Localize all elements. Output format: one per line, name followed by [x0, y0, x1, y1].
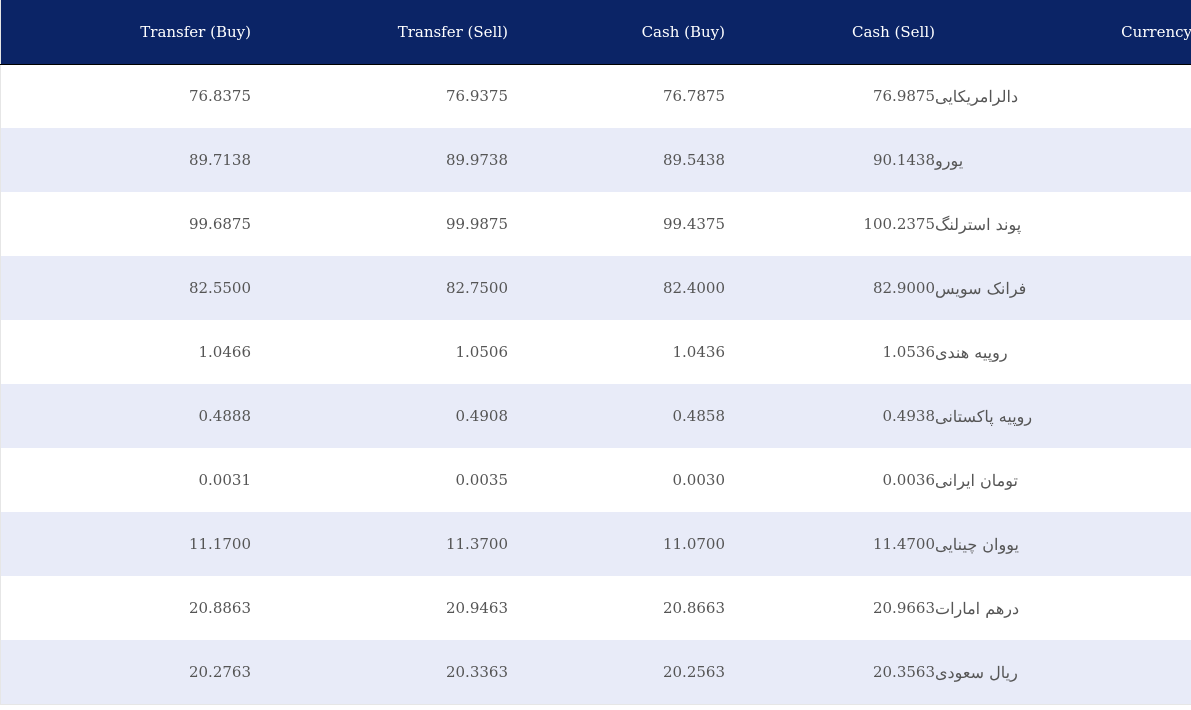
cash-buy-cell: 76.7875: [662, 87, 725, 106]
transfer-buy-cell: 20.2763: [188, 663, 251, 681]
cash-buy-cell: 11.0700: [662, 535, 725, 553]
cash-sell-cell: 82.9000: [872, 279, 935, 297]
cash-buy-cell: 20.2563: [662, 663, 725, 681]
currency-name-cell: دالرامریکایی: [935, 86, 1019, 106]
transfer-buy-cell: 0.4888: [198, 407, 252, 425]
transfer-sell-cell: 20.9463: [445, 599, 508, 617]
transfer-buy-cell: 76.8375: [188, 87, 251, 106]
transfer-sell-cell: 11.3700: [445, 535, 508, 553]
transfer-buy-cell: 1.0466: [198, 343, 252, 361]
cash-buy-cell: 0.4858: [672, 407, 726, 425]
table-header: Transfer (Buy) Transfer (Sell) Cash (Buy…: [0, 0, 1191, 65]
transfer-sell-cell: 20.3363: [445, 663, 508, 681]
table-row: 20.8863 20.9463 20.8663 20.9663 درهم اما…: [0, 576, 1191, 640]
currency-name-cell: روپیه هندی: [935, 342, 1008, 362]
table-row: 0.0031 0.0035 0.0030 0.0036 تومان ایرانی: [0, 448, 1191, 512]
cash-buy-cell: 99.4375: [662, 215, 725, 233]
currency-name-cell: ریال سعودی: [935, 662, 1018, 682]
cash-buy-cell: 0.0030: [672, 471, 726, 489]
transfer-sell-cell: 1.0506: [455, 343, 509, 361]
cash-buy-cell: 20.8663: [662, 599, 725, 617]
transfer-buy-cell: 89.7138: [188, 151, 251, 169]
cash-buy-cell: 1.0436: [672, 343, 726, 361]
transfer-sell-cell: 82.7500: [445, 279, 508, 297]
table-row: 0.4888 0.4908 0.4858 0.4938 روپیه پاکستا…: [0, 384, 1191, 448]
table-row: 99.6875 99.9875 99.4375 100.2375 پوند اس…: [0, 192, 1191, 256]
currency-name-cell: تومان ایرانی: [935, 470, 1018, 490]
cash-sell-cell: 1.0536: [882, 343, 936, 361]
column-header-transfer-sell: Transfer (Sell): [251, 0, 508, 65]
transfer-buy-cell: 82.5500: [188, 279, 251, 297]
cash-buy-cell: 89.5438: [662, 151, 725, 169]
transfer-buy-cell: 20.8863: [188, 599, 251, 617]
transfer-buy-cell: 0.0031: [198, 471, 252, 489]
column-header-currency: Currency: [935, 0, 1191, 65]
currency-name-cell: یووان چینایی: [935, 534, 1019, 554]
cash-buy-cell: 82.4000: [662, 279, 725, 297]
table-row: 89.7138 89.9738 89.5438 90.1438 یورو: [0, 128, 1191, 192]
transfer-sell-cell: 0.0035: [455, 471, 509, 489]
transfer-sell-cell: 89.9738: [445, 151, 508, 169]
transfer-buy-cell: 11.1700: [188, 535, 251, 553]
table-bottom-divider: [0, 704, 1191, 705]
column-header-transfer-buy: Transfer (Buy): [0, 0, 251, 65]
table-row: 11.1700 11.3700 11.0700 11.4700 یووان چی…: [0, 512, 1191, 576]
cash-sell-cell: 90.1438: [872, 151, 935, 169]
header-row: Transfer (Buy) Transfer (Sell) Cash (Buy…: [0, 0, 1191, 65]
column-header-cash-buy: Cash (Buy): [508, 0, 725, 65]
currency-name-cell: پوند استرلنگ: [935, 214, 1022, 234]
currency-name-cell: فرانک سویس: [935, 278, 1027, 298]
cash-sell-cell: 100.2375: [863, 215, 935, 233]
cash-sell-cell: 20.9663: [872, 599, 935, 617]
table-body: 76.8375 76.9375 76.7875 76.9875 دالرامری…: [0, 64, 1191, 704]
table-row: 82.5500 82.7500 82.4000 82.9000 فرانک سو…: [0, 256, 1191, 320]
transfer-sell-cell: 99.9875: [445, 215, 508, 233]
cash-sell-cell: 0.0036: [882, 471, 936, 489]
transfer-buy-cell: 99.6875: [188, 215, 251, 233]
transfer-sell-cell: 0.4908: [455, 407, 509, 425]
currency-name-cell: روپیه پاکستانی: [935, 406, 1033, 426]
table-row: 76.8375 76.9375 76.7875 76.9875 دالرامری…: [0, 64, 1191, 128]
cash-sell-cell: 11.4700: [872, 535, 935, 553]
transfer-sell-cell: 76.9375: [445, 87, 508, 106]
cash-sell-cell: 76.9875: [872, 87, 935, 106]
currency-name-cell: درهم امارات: [935, 598, 1020, 618]
table-row: 20.2763 20.3363 20.2563 20.3563 ریال سعو…: [0, 640, 1191, 704]
currency-name-cell: یورو: [935, 150, 964, 170]
table-row: 1.0466 1.0506 1.0436 1.0536 روپیه هندی: [0, 320, 1191, 384]
column-header-cash-sell: Cash (Sell): [725, 0, 935, 65]
cash-sell-cell: 20.3563: [872, 663, 935, 681]
cash-sell-cell: 0.4938: [882, 407, 936, 425]
